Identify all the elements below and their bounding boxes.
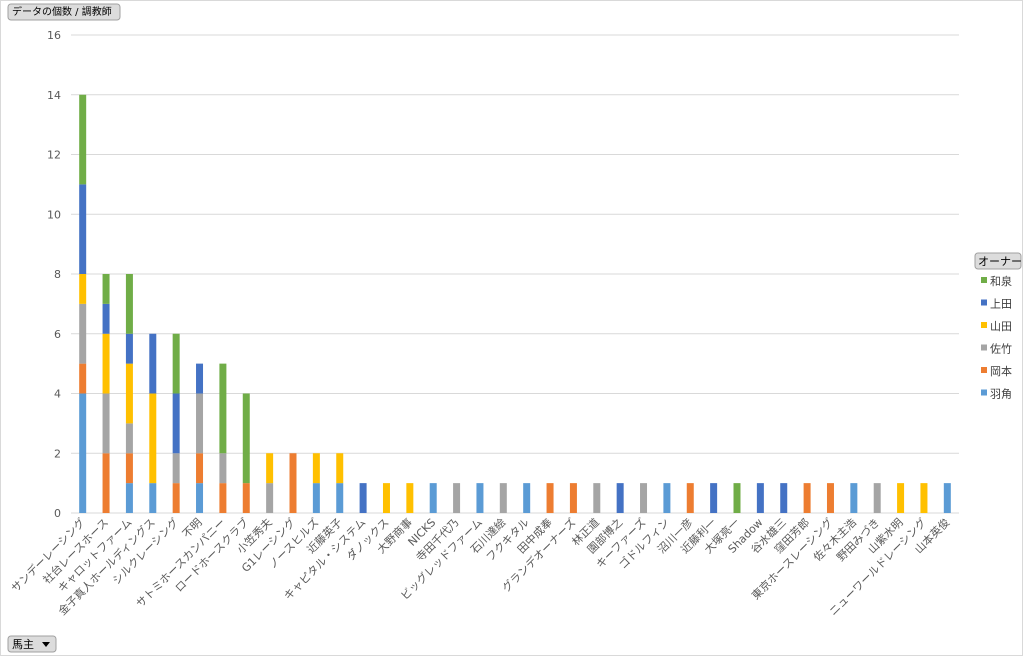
bar-segment [523, 483, 531, 513]
bar-segment [125, 333, 133, 364]
axis-field: 馬主 [12, 638, 34, 651]
bar-segment [125, 423, 133, 454]
bar-segment [79, 274, 87, 304]
bar-segment [710, 483, 718, 513]
legend-label: 和泉 [990, 274, 1012, 288]
bar-segment [196, 363, 204, 394]
bar-segment [102, 333, 110, 394]
bar-segment [312, 453, 320, 484]
bar-segment [102, 303, 110, 334]
y-tick-label: 4 [54, 388, 61, 401]
bar-segment [242, 393, 250, 484]
bar-segment [102, 274, 110, 304]
bar-segment [499, 483, 507, 513]
bar-segment [406, 483, 414, 513]
y-tick-label: 10 [47, 208, 61, 221]
bar-segment [943, 483, 951, 513]
bar-segment [219, 483, 227, 513]
bar-segment [616, 483, 624, 513]
bar-segment [149, 483, 157, 513]
bar-segment [172, 483, 180, 513]
y-tick-label: 12 [47, 149, 61, 162]
y-tick-label: 14 [47, 89, 61, 102]
bar-segment [79, 303, 87, 364]
bar-segment [593, 483, 601, 513]
bar-segment [125, 453, 133, 484]
bar-segment [429, 483, 437, 513]
legend-label: 羽角 [990, 388, 1012, 401]
y-tick-label: 6 [54, 328, 61, 341]
legend-swatch [981, 277, 987, 283]
axis-field-button[interactable] [7, 635, 57, 653]
bar-segment [920, 483, 928, 513]
legend-swatch [981, 322, 987, 328]
bar-segment [336, 483, 344, 513]
bar-segment [663, 483, 671, 513]
bar-segment [79, 363, 87, 394]
y-tick-label: 16 [47, 29, 61, 42]
legend-swatch [981, 299, 987, 306]
bar-segment [476, 483, 484, 513]
bar-segment [733, 483, 741, 513]
bar-segment [219, 453, 227, 484]
bar-segment [569, 483, 577, 513]
legend-swatch [981, 367, 987, 373]
bar-segment [640, 483, 648, 513]
bar-segment [172, 333, 180, 394]
legend-label: 上田 [990, 298, 1012, 311]
dropdown-arrow [42, 642, 50, 647]
bar-segment [266, 453, 274, 484]
bar-segment [102, 393, 110, 454]
legend-swatch [981, 344, 987, 351]
bar-segment [242, 483, 250, 513]
legend-label: 佐竹 [990, 342, 1012, 356]
bar-segment [686, 483, 694, 513]
bar-segment [803, 483, 811, 513]
bar-segment [453, 483, 461, 513]
legend-label: 岡本 [990, 364, 1012, 378]
bar-segment [359, 483, 367, 513]
legend-title: オーナー [978, 255, 1022, 268]
bar-segment [125, 483, 133, 513]
bar-segment [79, 184, 87, 274]
bar-segment [336, 453, 344, 484]
value-field-button[interactable] [7, 3, 121, 21]
y-tick-label: 2 [54, 447, 61, 460]
bar-segment [219, 363, 227, 454]
bar-segment [266, 483, 274, 513]
bar-segment [196, 393, 204, 454]
bar-segment [172, 453, 180, 484]
bar-segment [756, 483, 764, 513]
value-field: データの個数 / 調教師 [12, 5, 112, 18]
bar-segment [546, 483, 554, 513]
bar-segment [826, 483, 834, 513]
bar-segment [897, 483, 905, 513]
bar-segment [149, 333, 157, 394]
bar-segment [780, 483, 788, 513]
y-tick-label: 8 [54, 268, 61, 281]
bar-segment [196, 483, 204, 513]
bar-segment [312, 483, 320, 513]
bar-segment [196, 453, 204, 484]
bar-segment [172, 393, 180, 454]
bar-segment [79, 393, 87, 513]
bar-segment [850, 483, 858, 513]
bar-segment [382, 483, 390, 513]
bar-segment [79, 94, 87, 185]
bar-segment [149, 393, 157, 484]
bar-segment [873, 483, 881, 513]
bar-segment [102, 453, 110, 513]
bar-segment [125, 274, 133, 334]
legend-field-button[interactable] [974, 252, 1022, 270]
legend-label: 山田 [990, 320, 1012, 333]
bar-segment [289, 453, 297, 513]
bar-segment [125, 363, 133, 424]
y-tick-label: 0 [54, 507, 61, 520]
legend-swatch [981, 389, 987, 396]
